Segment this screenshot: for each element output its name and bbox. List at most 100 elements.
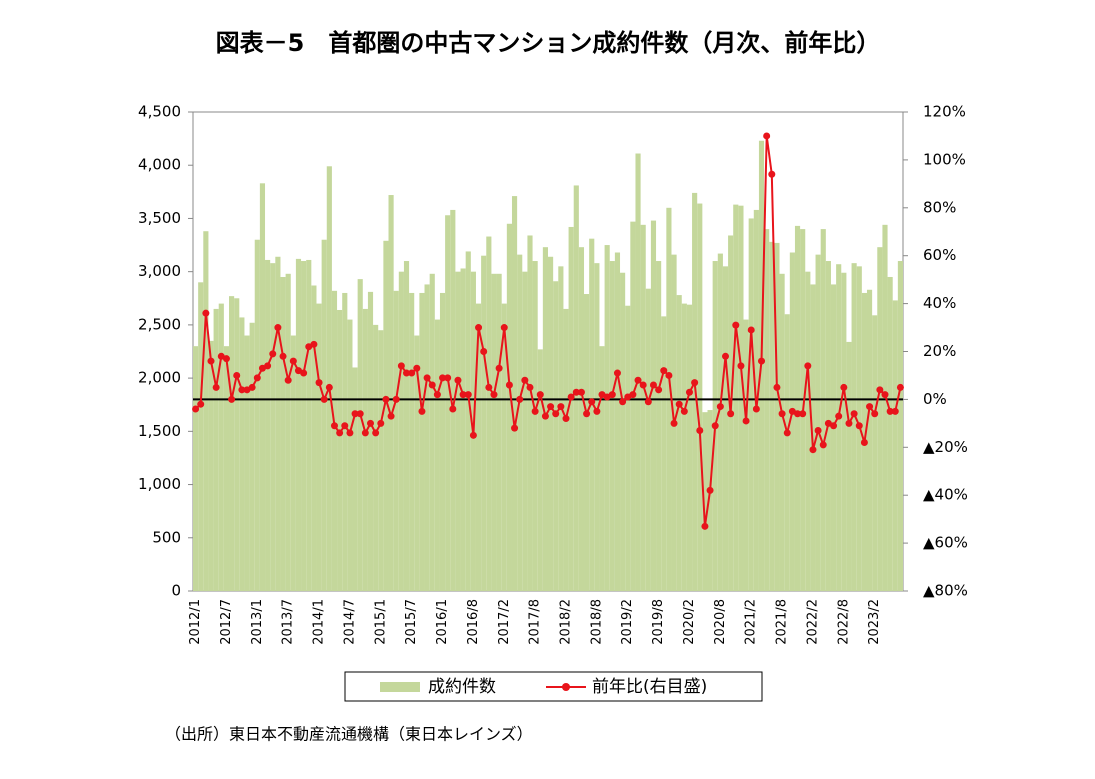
bar: [193, 346, 199, 591]
line-marker: [794, 410, 802, 418]
line-marker: [639, 381, 647, 389]
line-marker: [752, 405, 760, 413]
bar: [439, 292, 446, 591]
bar: [388, 195, 394, 591]
bar: [362, 308, 368, 591]
line-marker: [341, 422, 349, 430]
bar: [620, 272, 626, 591]
line-marker: [428, 381, 436, 389]
bar: [784, 314, 790, 591]
y2-tick-label: 80%: [923, 198, 956, 216]
line-marker: [320, 395, 328, 403]
bar: [301, 261, 307, 591]
line-marker: [804, 362, 812, 370]
bar: [352, 367, 358, 591]
line-marker: [202, 309, 210, 317]
x-tick-label: 2020/2: [682, 599, 697, 645]
bar: [532, 261, 538, 591]
bar: [486, 236, 492, 592]
line-marker: [809, 446, 817, 454]
line-marker: [536, 391, 544, 399]
y2-tick-label: 100%: [923, 150, 966, 168]
line-marker: [850, 410, 858, 418]
bar: [707, 410, 713, 591]
line-marker: [485, 383, 493, 391]
line-marker: [238, 386, 246, 394]
line-marker: [891, 407, 899, 415]
bar: [203, 231, 209, 591]
x-tick-label: 2013/1: [250, 599, 265, 645]
line-marker: [372, 429, 380, 437]
line-marker: [557, 403, 565, 411]
y-tick-label: 2,500: [138, 315, 181, 333]
bar: [223, 346, 230, 591]
y2-tick-label: 60%: [923, 246, 956, 264]
bar: [481, 255, 487, 591]
bar: [506, 223, 512, 591]
bar: [589, 238, 595, 591]
x-tick-label: 2019/8: [651, 599, 666, 645]
bar: [717, 253, 723, 591]
line-marker: [526, 383, 534, 391]
line-marker: [768, 170, 776, 178]
line-marker: [392, 395, 400, 403]
x-tick-label: 2023/2: [867, 599, 882, 645]
bar: [748, 218, 754, 591]
bar: [866, 289, 873, 591]
bar: [722, 266, 729, 591]
bar: [594, 263, 600, 591]
bar: [779, 273, 785, 591]
bar: [491, 273, 497, 591]
line-marker: [269, 350, 277, 358]
y-tick-label: 2,000: [138, 369, 181, 387]
bar: [218, 303, 224, 591]
line-marker: [408, 369, 416, 377]
bar: [738, 205, 744, 591]
y2-tick-label: ▲80%: [923, 582, 968, 600]
legend: 成約件数 前年比(右目盛): [344, 671, 763, 702]
line-marker: [382, 395, 390, 403]
line-marker: [475, 324, 483, 332]
x-tick-label: 2018/2: [559, 599, 574, 645]
line-marker: [541, 412, 549, 420]
line-marker: [588, 398, 596, 406]
line-marker: [274, 324, 282, 332]
bar: [326, 166, 332, 591]
line-marker: [593, 407, 601, 415]
bar: [398, 271, 404, 591]
line-marker: [819, 441, 827, 449]
bar: [537, 349, 543, 591]
line-marker: [711, 422, 719, 430]
bar: [897, 261, 903, 591]
line-marker: [716, 403, 724, 411]
bar: [254, 239, 260, 591]
legend-label: 前年比(右目盛): [592, 677, 707, 697]
line-marker: [866, 403, 874, 411]
bar: [234, 298, 240, 591]
y-tick-label: 4,500: [138, 103, 181, 121]
bar: [434, 319, 440, 591]
y2-tick-label: ▲20%: [923, 438, 968, 456]
bar: [367, 291, 374, 591]
bar: [645, 288, 651, 591]
line-marker: [814, 427, 822, 435]
bar: [311, 285, 317, 591]
bar: [830, 284, 837, 591]
bar: [743, 319, 749, 591]
line-marker: [763, 132, 771, 140]
line-marker: [876, 386, 884, 394]
y2-tick-label: 0%: [923, 390, 947, 408]
line-marker: [423, 374, 431, 382]
bar: [882, 224, 888, 591]
bar: [841, 272, 847, 591]
line-marker: [346, 429, 354, 437]
line-marker: [691, 379, 699, 387]
bar: [373, 324, 379, 591]
bar: [702, 412, 708, 591]
bar: [409, 292, 415, 591]
line-marker: [660, 367, 668, 375]
x-tick-label: 2017/8: [528, 599, 543, 645]
line-marker: [613, 369, 621, 377]
x-tick-label: 2022/2: [805, 599, 820, 645]
